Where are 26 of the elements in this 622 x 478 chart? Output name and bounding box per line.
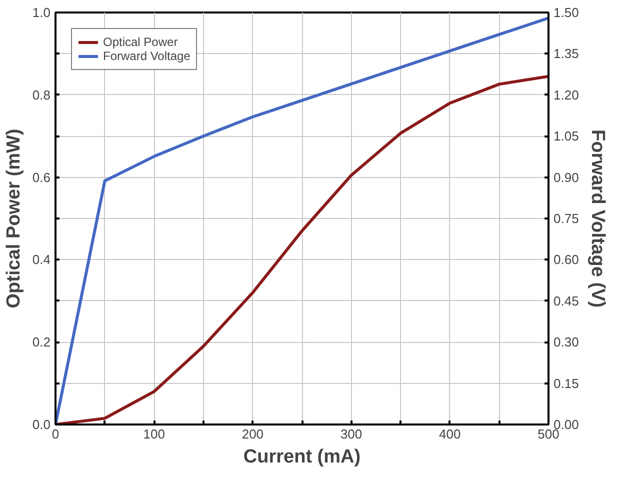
y-tick-label: 0.4 xyxy=(32,252,51,268)
y-axis-title: Optical Power (mW) xyxy=(3,128,24,308)
y2-tick-label: 0.30 xyxy=(554,334,579,350)
y2-axis-title: Forward Voltage (V) xyxy=(586,129,608,308)
x-axis-title: Current (mA) xyxy=(243,446,361,468)
y2-tick-label: 0.90 xyxy=(554,170,579,185)
y2-tick-label: 1.35 xyxy=(554,46,579,62)
y-tick-label: 0.2 xyxy=(32,334,51,350)
x-tick-label: 100 xyxy=(143,426,165,442)
y-tick-label: 0.8 xyxy=(32,87,51,102)
x-tick-label: 0 xyxy=(52,426,60,442)
y2-tick-label: 0.60 xyxy=(554,252,579,268)
legend-label: Optical Power xyxy=(103,35,178,49)
y2-tick-label: 0.15 xyxy=(554,376,579,391)
y-tick-label: 0.6 xyxy=(32,170,51,185)
y2-tick-label: 1.50 xyxy=(554,5,579,20)
y-tick-label: 1.0 xyxy=(32,5,51,20)
y2-tick-label: 0.75 xyxy=(554,211,579,226)
x-tick-label: 400 xyxy=(439,426,461,442)
y-tick-label: 0.0 xyxy=(32,417,51,432)
x-tick-label: 200 xyxy=(242,426,264,442)
x-tick-label: 300 xyxy=(340,426,362,442)
legend-label: Forward Voltage xyxy=(103,49,190,63)
y2-tick-label: 1.05 xyxy=(554,128,579,144)
y2-tick-label: 0.45 xyxy=(554,293,579,308)
y2-tick-label: 1.20 xyxy=(554,87,579,102)
